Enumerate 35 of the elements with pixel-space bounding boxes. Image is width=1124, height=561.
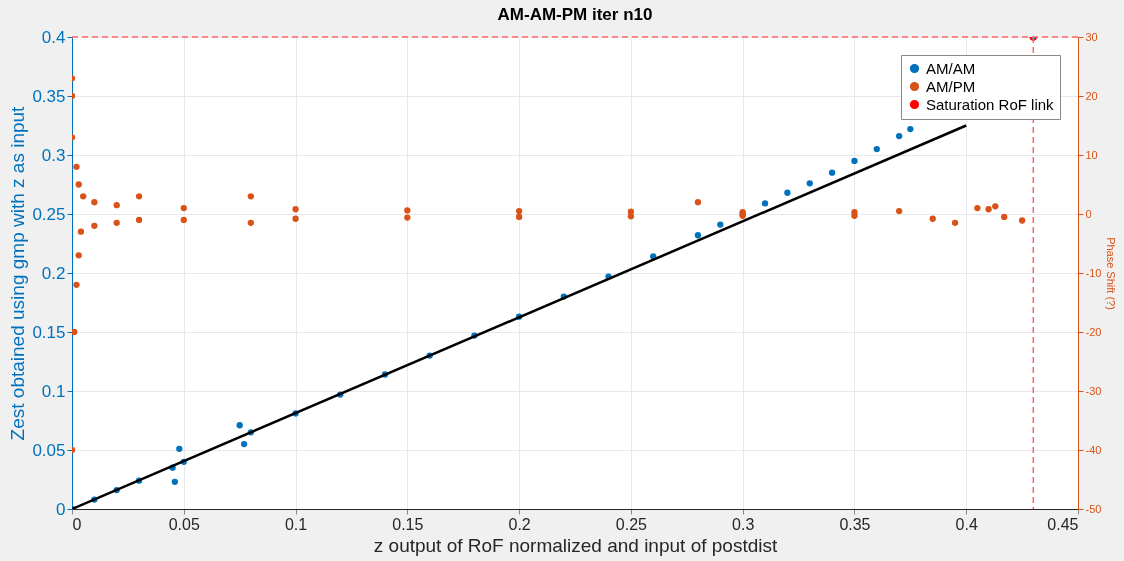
y-tick-label: 0.4 bbox=[41, 27, 66, 47]
x-tick-label: 0.4 bbox=[955, 515, 978, 533]
y-tick-label: 0.05 bbox=[32, 440, 66, 460]
y-tick-label: 0.15 bbox=[32, 322, 66, 342]
legend-label: Saturation RoF link bbox=[926, 95, 1055, 113]
x-tick-label: 0.05 bbox=[168, 515, 200, 533]
y-tick-label: 0.2 bbox=[41, 263, 66, 283]
legend-label: AM/AM bbox=[926, 59, 976, 77]
chart-title: AM-AM-PM iter n10 bbox=[497, 5, 653, 24]
y-tick-label: 0 bbox=[56, 499, 66, 519]
x-tick-label: 0 bbox=[72, 515, 82, 533]
y2-tick-label: 20 bbox=[1085, 89, 1098, 102]
y-axis-title: Zest obtained using gmp with z as input bbox=[7, 105, 29, 441]
y2-tick-label: -50 bbox=[1085, 502, 1102, 515]
x-tick-label: 0.2 bbox=[508, 515, 531, 533]
y2-tick-label: -10 bbox=[1085, 266, 1102, 279]
y2-tick-label: -30 bbox=[1085, 384, 1102, 397]
x-tick-label: 0.25 bbox=[615, 515, 648, 533]
y-tick-label: 0.3 bbox=[41, 145, 66, 165]
x-axis-title: z output of RoF normalized and input of postdist bbox=[373, 534, 778, 556]
y-tick-label: 0.1 bbox=[41, 381, 66, 401]
x-tick-label: 0.35 bbox=[839, 515, 871, 533]
x-tick-label: 0.1 bbox=[284, 515, 308, 533]
y-tick-label: 0.35 bbox=[32, 86, 66, 106]
legend-label: AM/PM bbox=[926, 77, 976, 95]
y2-tick-label: -20 bbox=[1085, 325, 1102, 338]
y2-tick-label: 10 bbox=[1085, 148, 1098, 161]
y2-tick-label: 30 bbox=[1085, 30, 1098, 43]
x-tick-label: 0.45 bbox=[1047, 515, 1079, 533]
x-tick-label: 0.3 bbox=[732, 515, 755, 533]
y2-tick-label: 0 bbox=[1085, 207, 1092, 220]
x-tick-label: 0.15 bbox=[392, 515, 424, 533]
y-tick-label: 0.25 bbox=[32, 204, 66, 224]
y2-tick-label: -40 bbox=[1085, 443, 1102, 456]
y2-axis-title: Phase Shift (?) bbox=[1105, 237, 1118, 310]
